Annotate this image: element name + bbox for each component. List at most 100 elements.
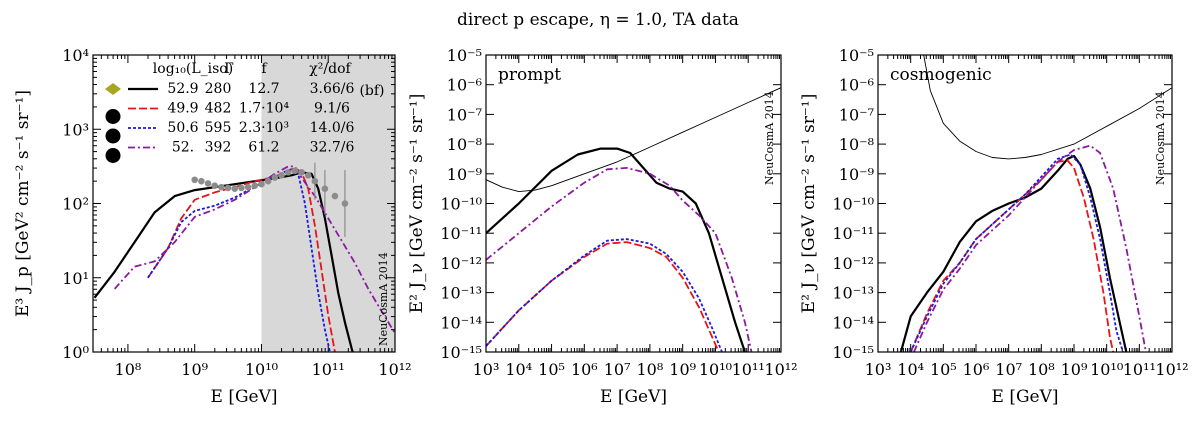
y-tick-label: 10⁻¹²	[440, 254, 482, 273]
x-tick-label: 10⁴	[505, 360, 532, 379]
axes-frame	[485, 54, 782, 353]
legend-marker-letter: A	[108, 113, 117, 124]
y-axis-label: E³ J_p [GeV² cm⁻² s⁻¹ sr⁻¹]	[13, 90, 33, 317]
x-tick-label: 10¹⁰	[245, 360, 278, 379]
data-point	[204, 180, 212, 187]
data-point	[278, 171, 285, 179]
legend-marker-circle	[105, 148, 121, 163]
legend: log₁₀(L_iso)Γ f χ²/dof 52.9 280 12.7 3.66/6 (bf…	[105, 61, 385, 163]
x-tick-label: 10⁵	[930, 360, 957, 379]
y-tick-label: 10⁻¹⁵	[440, 343, 482, 362]
series-group	[899, 55, 1172, 352]
series-bf-line	[486, 147, 746, 352]
axes-frame	[92, 54, 396, 353]
y-tick-label: 10⁰	[62, 343, 89, 362]
legend-header-logl: log₁₀(L_iso)	[153, 61, 233, 77]
data-point	[271, 174, 279, 181]
data-point	[258, 180, 265, 188]
legend-marker-circle	[105, 109, 121, 124]
legend-chi2: 14.0/6	[310, 120, 355, 136]
legend-header-chi2: χ²/dof	[309, 61, 352, 77]
x-tick-label: 10¹¹	[732, 360, 765, 379]
panel-label: prompt	[498, 65, 561, 85]
series-C-line	[913, 144, 1147, 352]
x-tick-label: 10⁹	[669, 360, 696, 379]
y-tick-label: 10⁻⁵	[839, 46, 874, 65]
y-tick-label: 10⁻¹³	[440, 284, 482, 303]
cr-panel: 10⁸ 10⁹ 10¹⁰ 10¹¹ 10¹² 10⁰ 10¹ 10² 10³ 10⁴ E [GeV]…	[13, 46, 412, 407]
series-C-line	[486, 167, 753, 352]
legend-chi2: 32.7/6	[310, 140, 355, 156]
cosmogenic-panel: 10³ 10⁴ 10⁵ 10⁶ 10⁷ 10⁸ 10⁹ 10¹⁰ 10¹¹ 10¹² 10⁻¹⁵ 10…	[799, 46, 1189, 407]
panel-label: cosmogenic	[890, 65, 992, 85]
series-A-line	[486, 241, 720, 352]
legend-note: (bf)	[359, 83, 384, 99]
annotation-neucosma: NeuCosmA 2014	[763, 91, 776, 185]
legend-logl: 52.9	[167, 81, 198, 97]
y-tick-label: 10⁻¹⁴	[832, 313, 874, 332]
x-tick-label: 10⁸	[1028, 360, 1055, 379]
x-tick-label: 10³	[473, 360, 500, 379]
y-tick-label: 10⁻¹¹	[440, 224, 482, 243]
legend-header-gamma: Γ	[224, 61, 234, 77]
y-tick-label: 10⁻⁷	[447, 105, 482, 124]
legend-marker-letter: C	[109, 152, 117, 163]
x-tick-label: 10⁹	[181, 360, 208, 379]
x-axis-label: E [GeV]	[211, 387, 278, 407]
series-group	[93, 162, 395, 352]
legend-fe: 12.7	[248, 81, 279, 97]
annotation-neucosma: NeuCosmA 2014	[377, 252, 390, 346]
data-point	[304, 171, 312, 179]
y-tick-label: 10⁻¹⁰	[440, 195, 482, 214]
data-point	[244, 183, 252, 191]
x-tick-label: 10³	[865, 360, 892, 379]
prompt-panel: 10³ 10⁴ 10⁵ 10⁶ 10⁷ 10⁸ 10⁹ 10¹⁰ 10¹¹ 10¹² 10⁻¹⁵ 10…	[407, 46, 798, 407]
legend-gamma: 595	[205, 120, 232, 136]
x-tick-label: 10⁷	[995, 360, 1022, 379]
x-tick-label: 10¹²	[764, 360, 797, 379]
series-bf-line	[899, 154, 1128, 352]
y-tick-label: 10⁻⁶	[839, 76, 874, 95]
legend-fe: 61.2	[248, 140, 279, 156]
x-axis-label: E [GeV]	[992, 387, 1059, 407]
series-bound-line	[923, 55, 1172, 160]
y-tick-label: 10⁻¹¹	[832, 224, 874, 243]
x-tick-label: 10⁷	[604, 360, 631, 379]
data-point	[211, 182, 219, 189]
figure-title: direct p escape, η = 1.0, TA data	[457, 10, 739, 30]
series-B-line	[909, 153, 1124, 352]
x-tick-label: 10¹²	[1155, 360, 1188, 379]
x-tick-label: 10⁸	[115, 360, 142, 379]
x-tick-label: 10¹¹	[312, 360, 345, 379]
y-tick-label: 10⁻⁶	[447, 76, 482, 95]
x-tick-label: 10⁴	[897, 360, 924, 379]
series-bound-line	[486, 87, 781, 193]
data-point	[321, 185, 329, 192]
data-point	[224, 184, 232, 192]
y-tick-label: 10⁻⁹	[839, 165, 875, 184]
x-tick-label: 10¹¹	[1123, 360, 1156, 379]
data-point	[298, 169, 305, 176]
x-tick-label: 10⁶	[571, 360, 598, 379]
data-point	[264, 177, 272, 185]
x-tick-label: 10⁵	[538, 360, 565, 379]
y-tick-label: 10⁻⁸	[839, 135, 874, 154]
data-point	[291, 167, 299, 175]
y-tick-label: 10⁻⁷	[839, 105, 874, 124]
data-point	[331, 192, 339, 200]
data-point	[198, 177, 205, 185]
y-tick-label: 10⁻⁹	[447, 165, 483, 184]
y-tick-label: 10³	[62, 120, 89, 139]
annotation-neucosma: NeuCosmA 2014	[1154, 91, 1167, 185]
legend-logl: 49.9	[167, 101, 198, 117]
y-tick-label: 10⁻¹²	[832, 254, 874, 273]
data-point	[218, 183, 225, 191]
x-tick-label: 10¹⁰	[699, 360, 732, 379]
series-A-line	[909, 159, 1115, 352]
series-group	[486, 87, 781, 352]
data-point	[238, 184, 245, 192]
legend-logl: 50.6	[167, 120, 198, 136]
data-point	[284, 169, 292, 176]
y-axis-label: E² J_ν [GeV cm⁻² s⁻¹ sr⁻¹]	[407, 94, 427, 314]
